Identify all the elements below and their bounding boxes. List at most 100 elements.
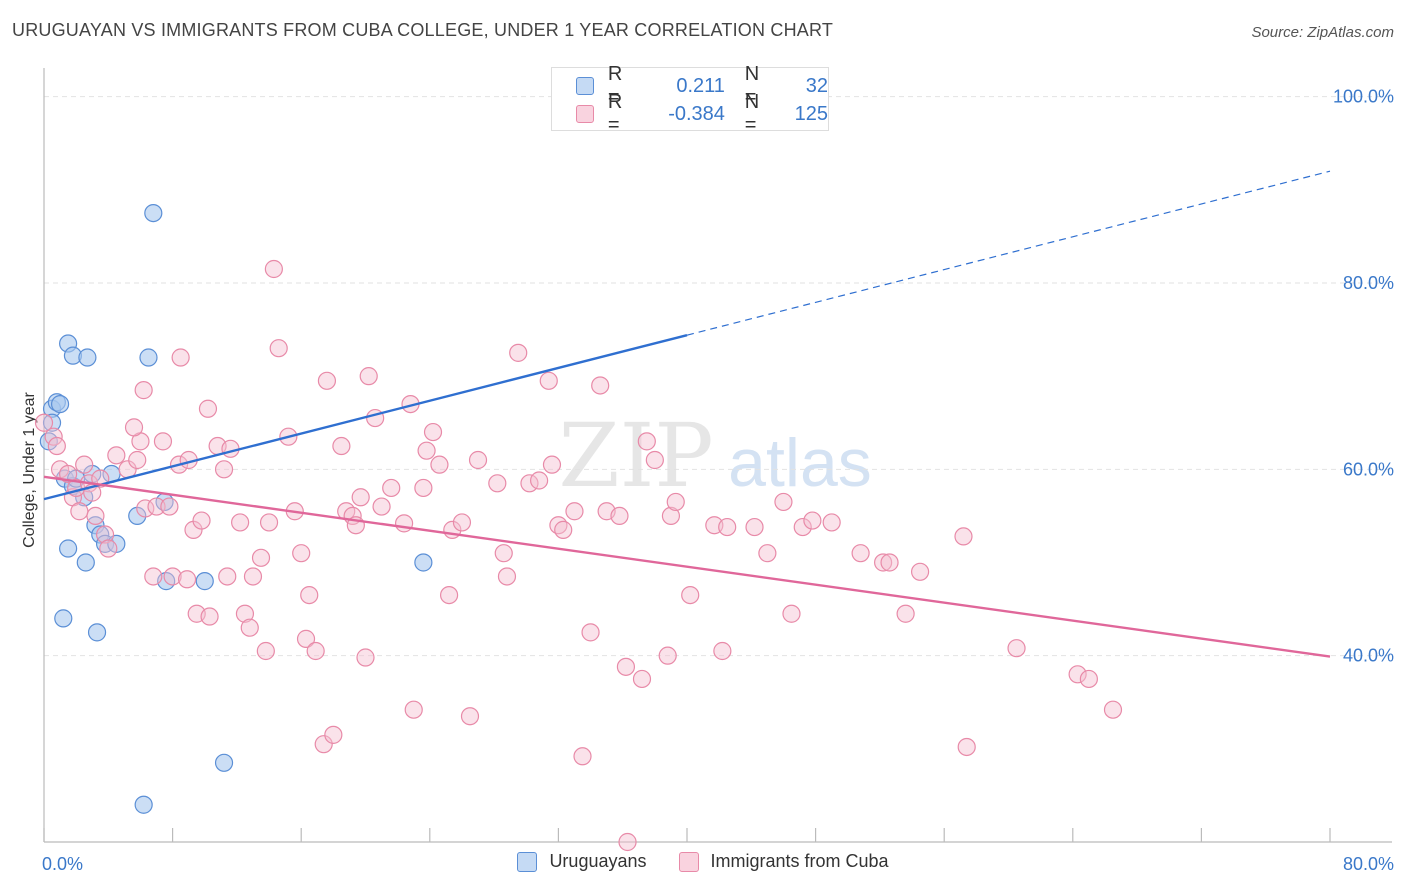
y-tick-label: 80.0% [1343, 273, 1394, 293]
point-immigrants-from-cuba [70, 502, 89, 521]
legend-item-immigrants-from-cuba[interactable]: Immigrants from Cuba [678, 851, 889, 872]
point-immigrants-from-cuba [136, 499, 155, 518]
point-uruguayans [139, 348, 158, 367]
point-immigrants-from-cuba [573, 747, 592, 766]
point-immigrants-from-cuba [160, 497, 179, 516]
trend-line-immigrants-from-cuba [43, 475, 1331, 658]
point-uruguayans [50, 394, 70, 414]
point-uruguayans [87, 623, 107, 642]
point-immigrants-from-cuba [637, 432, 656, 451]
point-immigrants-from-cuba [658, 646, 677, 665]
watermark: ZIP atlas [558, 404, 871, 507]
point-uruguayans [134, 795, 153, 814]
point-immigrants-from-cuba [1079, 669, 1098, 689]
point-immigrants-from-cuba [171, 348, 190, 367]
point-immigrants-from-cuba [256, 641, 275, 661]
legend-item-uruguayans[interactable]: Uruguayans [517, 851, 647, 872]
watermark-zip: ZIP [558, 404, 713, 507]
point-immigrants-from-cuba [417, 441, 436, 460]
point-immigrants-from-cuba [124, 418, 144, 437]
point-immigrants-from-cuba [874, 553, 893, 572]
immigrants-legend-swatch [678, 851, 699, 872]
y-tick-label: 40.0% [1343, 646, 1394, 666]
point-immigrants-from-cuba [394, 514, 414, 533]
n-label: N = [744, 63, 760, 108]
point-immigrants-from-cuba [494, 544, 513, 563]
r-label: R = [607, 63, 623, 108]
point-immigrants-from-cuba [86, 506, 105, 526]
legend-label: Immigrants from Cuba [710, 851, 889, 871]
legend-label: Uruguayans [549, 851, 647, 871]
point-immigrants-from-cuba [324, 725, 343, 744]
point-immigrants-from-cuba [107, 446, 126, 465]
immigrants-swatch [576, 105, 594, 123]
point-immigrants-from-cuba [231, 513, 250, 532]
point-immigrants-from-cuba [372, 497, 391, 516]
point-immigrants-from-cuba [300, 585, 319, 605]
point-immigrants-from-cuba [645, 450, 664, 470]
point-immigrants-from-cuba [163, 567, 182, 586]
stats-row-uruguayans: R = 0.211 N = 32 [576, 63, 828, 108]
point-immigrants-from-cuba [1007, 639, 1026, 658]
point-immigrants-from-cuba [681, 585, 700, 605]
trend-lines [43, 170, 1331, 658]
point-immigrants-from-cuba [666, 492, 685, 512]
uruguayans-swatch [576, 77, 594, 95]
point-immigrants-from-cuba [332, 436, 351, 456]
r-value: 0.211 [676, 74, 725, 97]
point-uruguayans [214, 753, 234, 772]
point-immigrants-from-cuba [292, 544, 311, 563]
point-uruguayans [144, 203, 163, 223]
point-immigrants-from-cuba [430, 455, 449, 474]
point-immigrants-from-cuba [34, 413, 54, 432]
point-immigrants-from-cuba [356, 648, 375, 667]
point-immigrants-from-cuba [243, 567, 263, 586]
point-immigrants-from-cuba [957, 737, 976, 757]
point-immigrants-from-cuba [423, 422, 443, 442]
trend-line-uruguayans-extension [686, 170, 1331, 336]
point-immigrants-from-cuba [75, 455, 94, 474]
point-immigrants-from-cuba [954, 527, 973, 546]
point-immigrants-from-cuba [128, 450, 147, 470]
point-immigrants-from-cuba [351, 488, 370, 507]
point-immigrants-from-cuba [782, 604, 801, 623]
point-immigrants-from-cuba [554, 520, 573, 539]
point-immigrants-from-cuba [851, 544, 870, 563]
point-uruguayans [78, 348, 97, 367]
point-immigrants-from-cuba [1103, 700, 1123, 719]
point-immigrants-from-cuba [896, 604, 915, 623]
point-immigrants-from-cuba [661, 506, 681, 526]
point-immigrants-from-cuba [758, 544, 777, 563]
r-label: R = [607, 91, 623, 136]
point-immigrants-from-cuba [530, 471, 549, 490]
point-immigrants-from-cuba [314, 735, 333, 754]
point-immigrants-from-cuba [1068, 665, 1087, 684]
point-immigrants-from-cuba [803, 511, 822, 530]
point-immigrants-from-cuba [616, 657, 636, 676]
point-immigrants-from-cuba [144, 567, 163, 586]
point-uruguayans [54, 609, 73, 628]
point-immigrants-from-cuba [177, 570, 197, 589]
y-tick-label: 60.0% [1343, 459, 1394, 479]
point-immigrants-from-cuba [713, 641, 732, 661]
point-immigrants-from-cuba [296, 629, 316, 648]
uruguayans-legend-swatch [517, 851, 538, 872]
point-uruguayans [76, 553, 95, 572]
point-immigrants-from-cuba [439, 585, 459, 605]
point-immigrants-from-cuba [404, 700, 423, 719]
point-immigrants-from-cuba [259, 513, 279, 532]
series-legend: Uruguayans Immigrants from Cuba [0, 851, 1406, 872]
point-immigrants-from-cuba [317, 371, 337, 390]
point-immigrants-from-cuba [214, 460, 234, 479]
point-immigrants-from-cuba [632, 669, 652, 689]
point-immigrants-from-cuba [264, 259, 283, 279]
point-immigrants-from-cuba [880, 553, 899, 572]
series-immigrants-from-cuba [34, 259, 1123, 852]
point-immigrants-from-cuba [822, 513, 841, 532]
y-tick-label: 100.0% [1333, 87, 1394, 107]
point-immigrants-from-cuba [153, 432, 173, 451]
point-immigrants-from-cuba [460, 707, 480, 726]
point-immigrants-from-cuba [542, 455, 562, 474]
point-immigrants-from-cuba [468, 450, 488, 470]
